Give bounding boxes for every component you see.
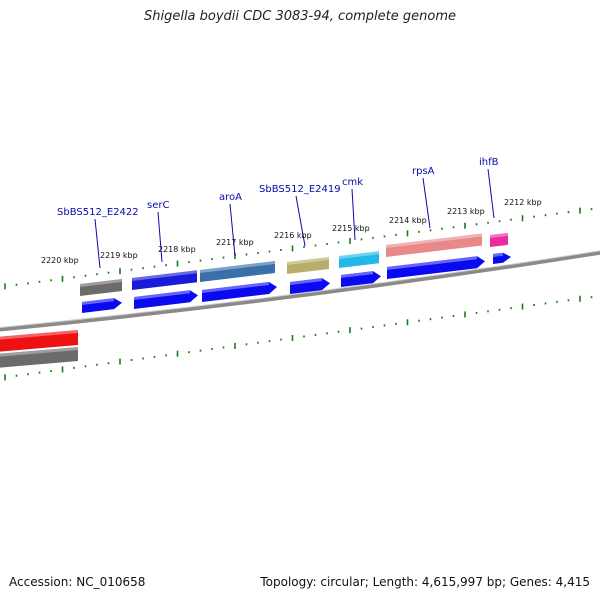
- feature-cmk-body: [339, 251, 379, 268]
- feature-aroa-body: [200, 261, 275, 282]
- gene-label: SbBS512_E2422: [57, 207, 139, 218]
- feature-left-red: [0, 330, 78, 352]
- kbp-position-label: 2215 kbp: [332, 224, 370, 233]
- gene-leader-line: [422, 177, 431, 229]
- left-red-body: [0, 330, 78, 352]
- feature-ihfb-shine: [490, 232, 508, 238]
- kbp-position-label: 2212 kbp: [504, 198, 542, 207]
- feature-aroa: [200, 261, 275, 282]
- kbp-position-label: 2220 kbp: [41, 256, 79, 265]
- gene-leader-line: [295, 195, 306, 247]
- cds-arrow-aroa: [202, 281, 277, 302]
- feature-cmk: [339, 251, 379, 268]
- map-title: Shigella boydii CDC 3083-94, complete ge…: [143, 9, 457, 24]
- gene-label: serC: [147, 200, 169, 211]
- gene-label: SbBS512_E2419: [259, 184, 341, 195]
- feature-left-gray: [0, 347, 78, 368]
- feature-rpsa-shine: [386, 233, 482, 248]
- gene-leader-line: [229, 203, 236, 257]
- kbp-position-label: 2214 kbp: [389, 216, 427, 225]
- cds-arrow-cmk-shine: [341, 271, 373, 278]
- cds-arrow-sbbs512-e2419-shine: [290, 278, 322, 285]
- gene-leader-line: [94, 218, 101, 269]
- gene-label: rpsA: [412, 166, 435, 177]
- left-gray-body: [0, 347, 78, 368]
- kbp-position-label: 2219 kbp: [100, 251, 138, 260]
- feature-rpsa-body: [386, 233, 482, 257]
- cds-arrow-aroa-body: [202, 281, 277, 302]
- gene-leader-line: [351, 188, 356, 241]
- kbp-position-label: 2213 kbp: [447, 207, 485, 216]
- cds-arrow-sbbs512-e2422-shine: [82, 298, 114, 305]
- feature-aroa-shine: [200, 261, 275, 273]
- cds-arrow-serc: [134, 290, 198, 309]
- gene-label: aroA: [219, 192, 242, 203]
- feature-sbbs512-e2422: [80, 278, 122, 296]
- feature-rpsa: [386, 233, 482, 257]
- cds-arrow-ihfb-shine: [493, 252, 503, 257]
- kbp-position-label: 2216 kbp: [274, 231, 312, 240]
- cds-arrow-aroa-shine: [202, 281, 269, 293]
- position-labels: 2220 kbp 2219 kbp 2218 kbp 2217 kbp 2216 kbp…: [41, 198, 542, 265]
- left-red-shine: [0, 330, 78, 340]
- gene-label: cmk: [342, 177, 363, 188]
- gene-leader-line: [157, 211, 163, 263]
- cds-arrow-serc-body: [134, 290, 198, 309]
- feature-sbbs512-e2422-body: [80, 278, 122, 296]
- genome-summary-text: Topology: circular; Length: 4,615,997 bp…: [260, 575, 590, 589]
- feature-sbbs512-e2419: [287, 256, 329, 274]
- cds-arrow-sbbs512-e2422: [82, 298, 122, 313]
- cds-arrow-cmk: [341, 271, 381, 287]
- cds-arrow-ihfb: [493, 252, 511, 264]
- feature-sbbs512-e2422-shine: [80, 278, 122, 287]
- feature-sbbs512-e2419-shine: [287, 256, 329, 265]
- cds-arrow-sbbs512-e2419: [290, 278, 330, 294]
- feature-serc: [132, 270, 197, 290]
- kbp-position-label: 2217 kbp: [216, 238, 254, 247]
- gene-label: ihfB: [479, 157, 499, 168]
- genome-backbone: [0, 250, 600, 332]
- cds-arrow-rpsa-shine: [387, 256, 477, 270]
- feature-blocks: [0, 232, 511, 368]
- feature-ihfb: [490, 232, 508, 247]
- feature-ihfb-body: [490, 232, 508, 247]
- cds-arrow-rpsa: [387, 256, 485, 279]
- tick-marks: [4, 207, 593, 381]
- cds-arrow-serc-shine: [134, 290, 190, 300]
- accession-text: Accession: NC_010658: [9, 575, 146, 589]
- backbone-line: [0, 250, 600, 332]
- feature-sbbs512-e2419-body: [287, 256, 329, 274]
- cds-arrow-rpsa-body: [387, 256, 485, 279]
- backbone-highlight: [0, 250, 600, 329]
- feature-serc-shine: [132, 270, 197, 281]
- gene-leader-line: [487, 168, 495, 219]
- feature-cmk-shine: [339, 251, 379, 259]
- left-gray-shine: [0, 347, 78, 357]
- feature-serc-body: [132, 270, 197, 290]
- kbp-position-label: 2218 kbp: [158, 245, 196, 254]
